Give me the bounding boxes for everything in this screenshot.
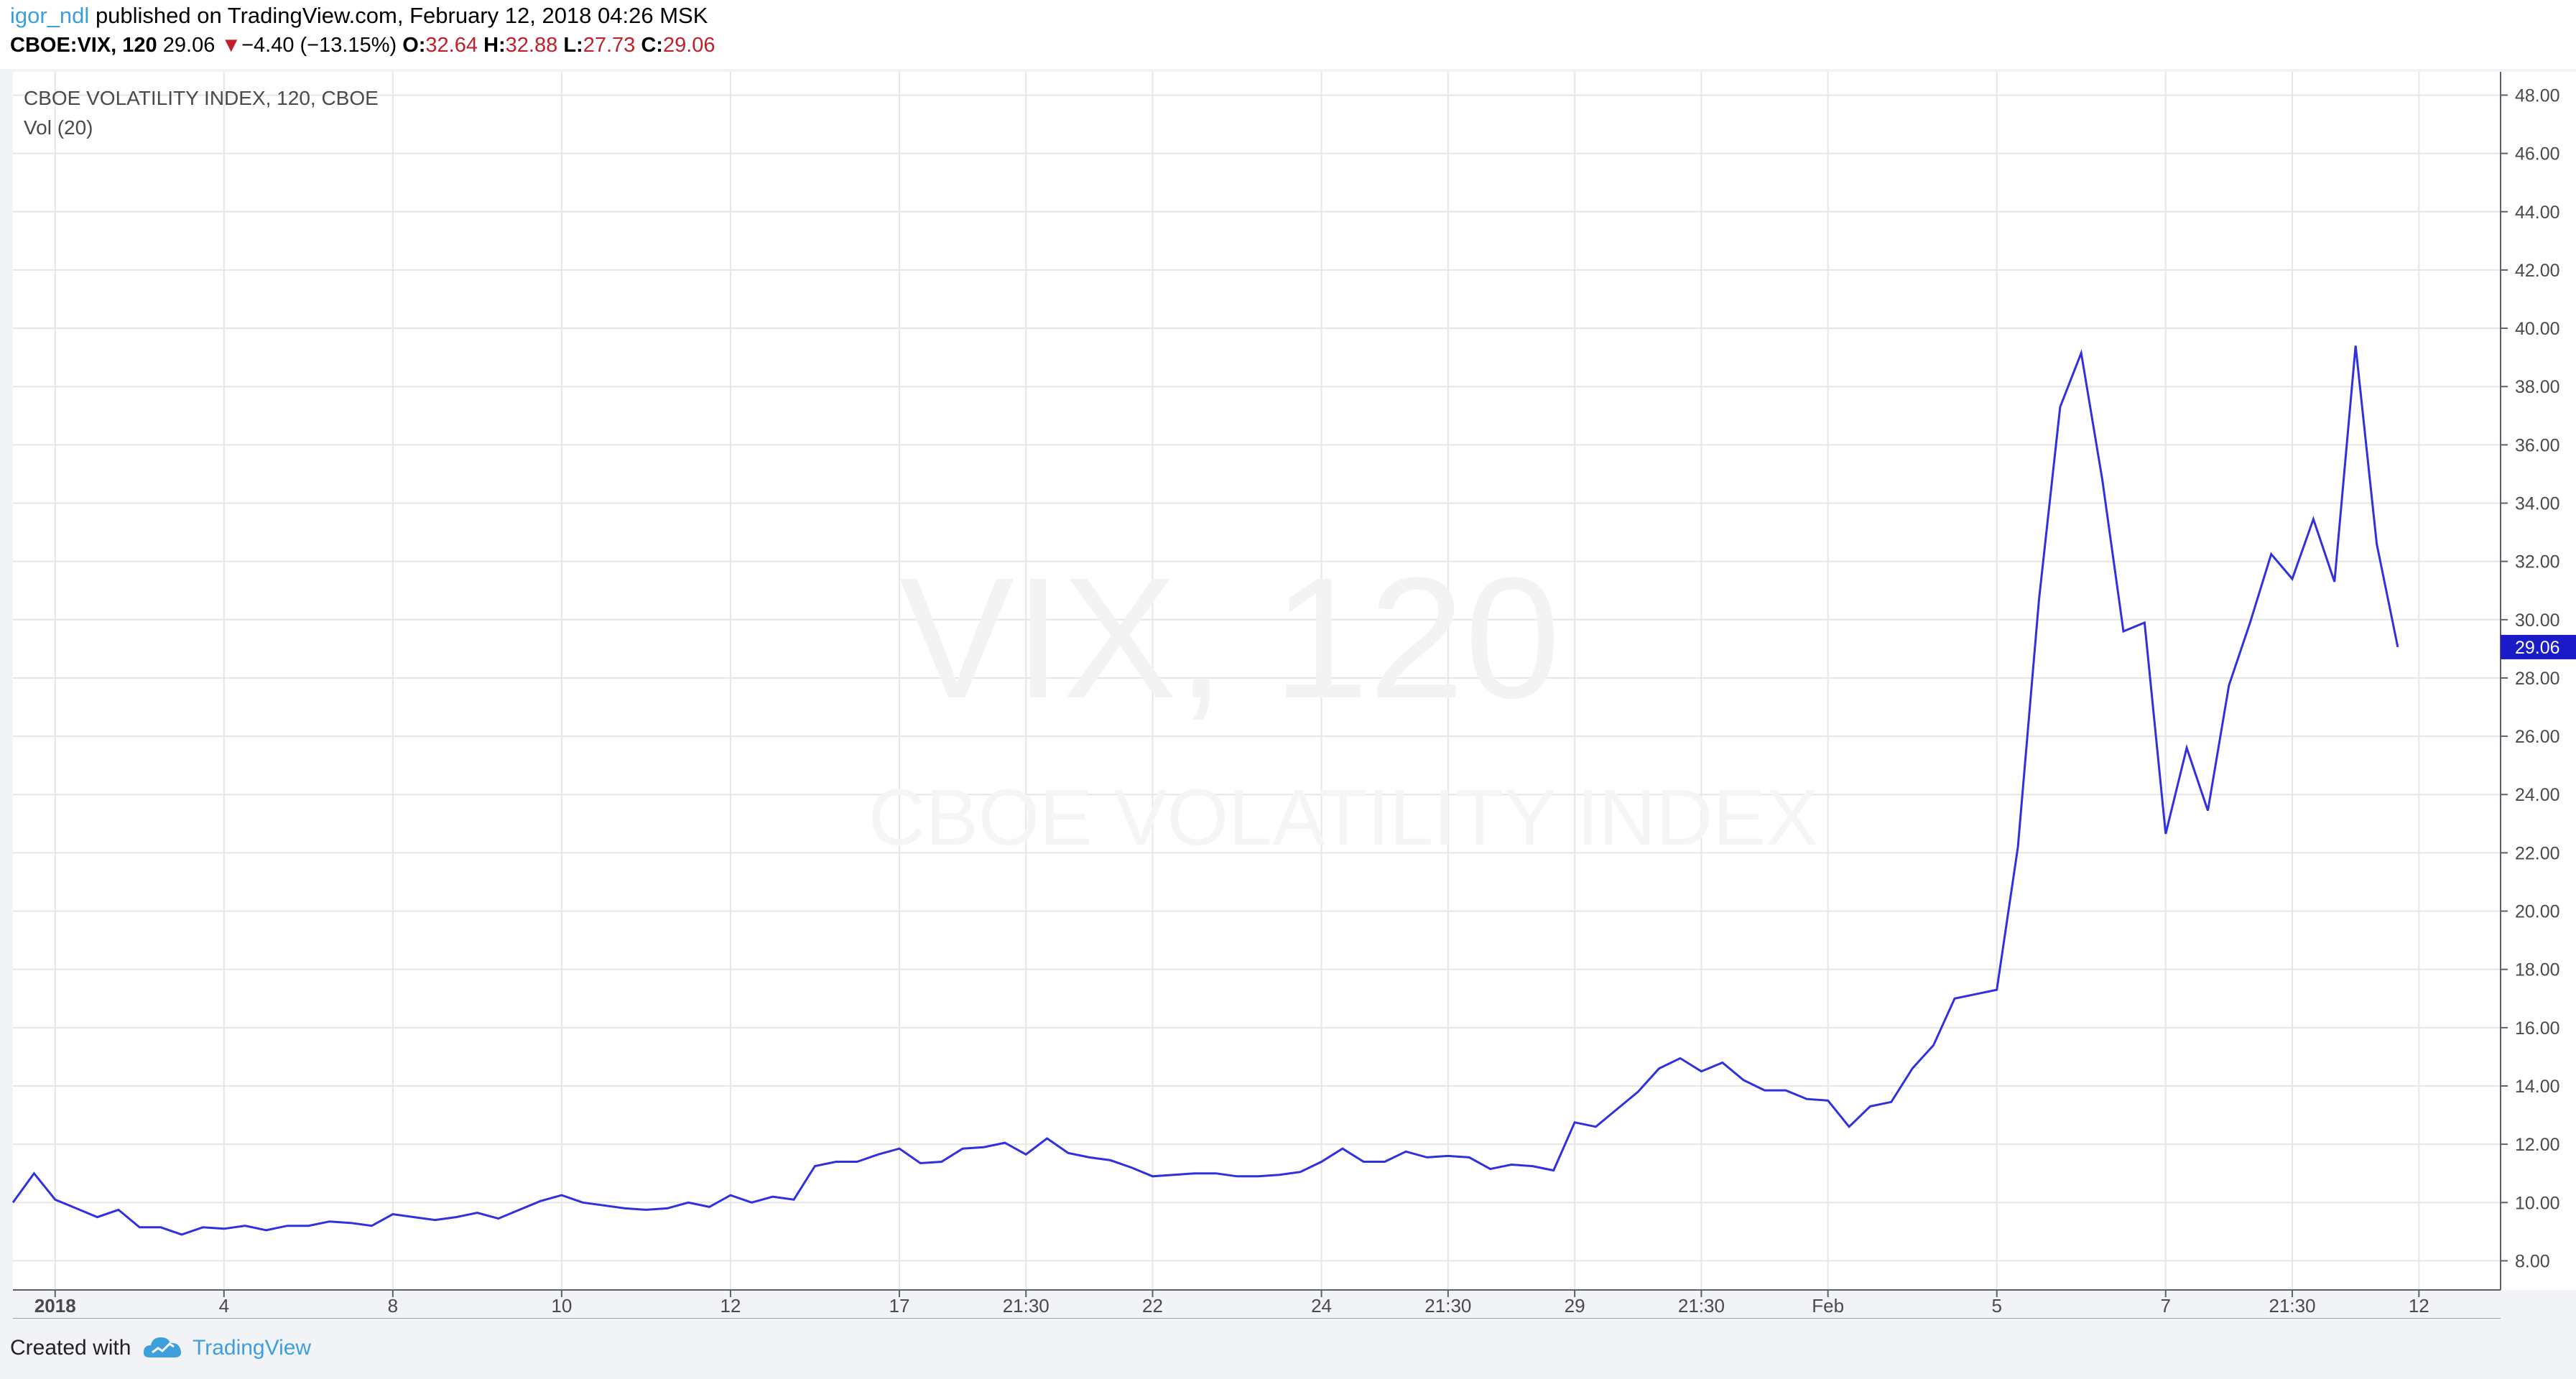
y-tick-label: 24.00: [2515, 785, 2560, 805]
y-tick-label: 34.00: [2515, 493, 2560, 514]
quote-line: CBOE:VIX, 120 29.06 ▼−4.40 (−13.15%) O:3…: [10, 34, 715, 57]
high-value: 32.88: [505, 34, 558, 57]
close-label: C:: [641, 34, 663, 57]
price-change: −4.40 (−13.15%): [241, 34, 397, 57]
open-label: O:: [402, 34, 426, 57]
x-tick-label: 12: [2409, 1295, 2429, 1317]
price-axis[interactable]: 48.00 46.00 44.00 42.00 40.00 38.00 36.00 34.00…: [2501, 85, 2560, 1271]
y-tick-label: 32.00: [2515, 552, 2560, 572]
legend-title: CBOE VOLATILITY INDEX, 120, CBOE: [24, 87, 379, 109]
x-tick-label: 21:30: [1678, 1295, 1725, 1317]
plot-background: [13, 72, 2501, 1290]
x-tick-label: 5: [1991, 1295, 2001, 1317]
y-tick-label: 10.00: [2515, 1193, 2560, 1213]
x-tick-label: 21:30: [2269, 1295, 2316, 1317]
y-tick-label: 46.00: [2515, 144, 2560, 164]
time-axis[interactable]: 2018 4 8 10 12 17 21:30 22 24 21:30 29 21:30 Feb 5 7 21…: [34, 1290, 2429, 1317]
y-tick-label: 42.00: [2515, 261, 2560, 281]
author-link[interactable]: igor_ndl: [10, 3, 90, 28]
y-tick-label: 12.00: [2515, 1135, 2560, 1155]
created-with-text: Created with: [10, 1336, 131, 1360]
down-arrow-icon: ▼: [221, 34, 242, 57]
y-tick-label: 14.00: [2515, 1077, 2560, 1097]
tradingview-brand-link[interactable]: TradingView: [193, 1336, 312, 1360]
grid-lines: [13, 72, 2501, 1290]
y-tick-label: 20.00: [2515, 902, 2560, 922]
x-tick-label: 22: [1142, 1295, 1163, 1317]
last-price: 29.06: [162, 34, 216, 57]
x-tick-label: 17: [889, 1295, 909, 1317]
low-value: 27.73: [583, 34, 636, 57]
chart-footer: Created with TradingView: [0, 1319, 2576, 1379]
x-tick-label: 12: [720, 1295, 741, 1317]
x-tick-label: Feb: [1812, 1295, 1844, 1317]
last-price-badge: [2501, 634, 2576, 659]
price-scale-background: [2501, 72, 2576, 1290]
low-label: L:: [563, 34, 583, 57]
chart-area[interactable]: VIX, 120 CBOE VOLATILITY INDEX CBOE VOLA…: [0, 69, 2576, 1319]
publish-line: igor_ndl published on TradingView.com, F…: [10, 3, 708, 29]
x-tick-label: 24: [1311, 1295, 1332, 1317]
x-tick-label: 8: [388, 1295, 398, 1317]
last-price-label: 29.06: [2501, 634, 2576, 659]
y-tick-label: 26.00: [2515, 727, 2560, 747]
chart-header: igor_ndl published on TradingView.com, F…: [0, 0, 2576, 69]
x-tick-label: 2018: [34, 1295, 76, 1317]
published-text: published on TradingView.com, February 1…: [95, 3, 708, 28]
watermark-symbol: VIX, 120: [899, 542, 1561, 734]
legend-indicator: Vol (20): [24, 116, 93, 139]
y-tick-label: 44.00: [2515, 203, 2560, 223]
high-label: H:: [483, 34, 506, 57]
close-value: 29.06: [662, 34, 715, 57]
x-tick-label: 4: [219, 1295, 229, 1317]
y-tick-label: 38.00: [2515, 377, 2560, 397]
tradingview-cloud-icon[interactable]: [142, 1333, 184, 1364]
watermark-name: CBOE VOLATILITY INDEX: [868, 774, 1818, 862]
x-tick-label: 21:30: [1424, 1295, 1471, 1317]
x-tick-label: 7: [2161, 1295, 2171, 1317]
y-tick-label: 28.00: [2515, 669, 2560, 689]
open-value: 32.64: [425, 34, 478, 57]
x-tick-label: 10: [551, 1295, 572, 1317]
y-tick-label: 16.00: [2515, 1018, 2560, 1039]
y-tick-label: 48.00: [2515, 85, 2560, 106]
vix-price-line: [11, 345, 2399, 1236]
last-price-badge-text: 29.06: [2515, 638, 2560, 658]
y-tick-label: 36.00: [2515, 435, 2560, 455]
y-tick-label: 22.00: [2515, 843, 2560, 863]
y-tick-label: 8.00: [2515, 1251, 2550, 1271]
y-tick-label: 18.00: [2515, 960, 2560, 980]
y-tick-label: 30.00: [2515, 610, 2560, 631]
y-tick-label: 40.00: [2515, 319, 2560, 339]
price-chart[interactable]: VIX, 120 CBOE VOLATILITY INDEX CBOE VOLA…: [0, 69, 2576, 1319]
symbol-label: CBOE:VIX, 120: [10, 34, 157, 57]
x-tick-label: 21:30: [1003, 1295, 1050, 1317]
x-tick-label: 29: [1565, 1295, 1585, 1317]
